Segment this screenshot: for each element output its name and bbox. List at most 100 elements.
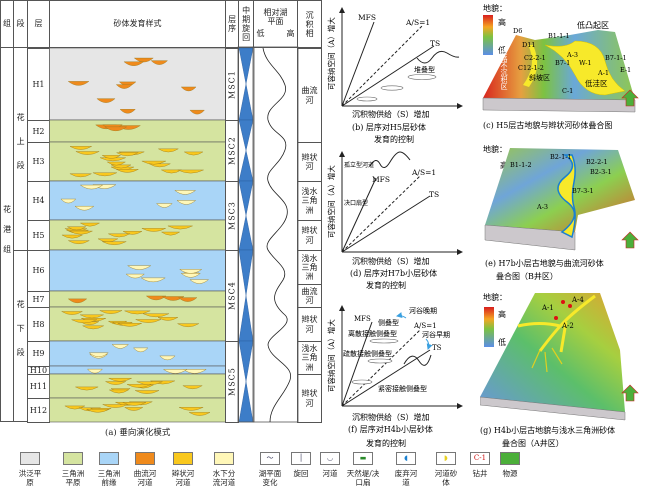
cycle-triangle-icon — [238, 249, 254, 296]
sand-body-lens — [127, 265, 152, 270]
sand-body-lens — [141, 228, 166, 232]
legend-item: 物源 — [490, 452, 530, 478]
sand-body-lens — [115, 152, 139, 157]
high-label: 高 — [498, 17, 506, 27]
discrete-contact-label: 离散接触侧叠型 — [348, 329, 397, 338]
sand-body-lens — [115, 169, 140, 173]
legend-label: 物源 — [502, 469, 518, 478]
ts-label: TS — [429, 190, 439, 199]
facies-cell: 浅水三角洲 — [297, 181, 322, 221]
sand-body-lens — [99, 310, 123, 314]
sand-body-lens — [101, 155, 122, 159]
caption-g-2: 叠合图（A井区） — [502, 438, 564, 448]
sand-body-lens — [145, 295, 167, 301]
sand-body-lens — [142, 313, 170, 318]
zone-label: 低洼区 — [585, 78, 608, 88]
sand-body-lens — [167, 225, 193, 230]
legend-swatch — [135, 452, 155, 465]
sand-body-lens — [66, 226, 87, 231]
legend-swatch — [214, 452, 234, 465]
sand-body-lens — [96, 98, 116, 103]
well-label: C2-2-1 — [524, 54, 546, 62]
x-axis-label: 沉积物供给（S）增加 — [352, 412, 429, 422]
sand-body-lens — [189, 279, 210, 284]
zone-label: 低凸起区 — [577, 20, 609, 30]
well-label: A-2 — [561, 322, 574, 330]
sand-body-lens — [180, 273, 201, 278]
paleo-geomorphology-maps: 地貌： 高 低 D6 B1-1-1 低凸起区 D11 C2-2-1 C12-1-… — [480, 3, 639, 448]
legend-label: 辫状河河道 — [171, 469, 195, 487]
legend-label: 水下分流河道 — [212, 469, 236, 487]
facies-cell: 辫状河 — [297, 220, 322, 251]
zone-label: 斜坡区 — [529, 73, 550, 82]
source-arrow-icon — [621, 231, 639, 249]
sequence-MSC4: MSC4 — [225, 250, 239, 342]
sand-body-lens — [160, 231, 181, 236]
legend-label: 天然堤/决口扇 — [346, 469, 380, 487]
legend-swatch — [20, 452, 40, 465]
cycle-triangle-icon — [238, 381, 254, 423]
sand-body-lens — [133, 347, 149, 353]
sequence-control-diagrams: 可容纳空间（A）增大 沉积物供给（S）增加 MFS A/S=1 TS 堆叠型 (… — [326, 7, 463, 448]
cycle-triangle-icon — [238, 215, 254, 251]
source-arrow-icon — [621, 384, 639, 402]
sand-body-lens — [68, 230, 94, 235]
legend-item: ◖ 废弃河道 — [386, 452, 426, 487]
sequence-MSC2: MSC2 — [225, 120, 239, 182]
as1-label: A/S=1 — [405, 18, 430, 27]
legend-item: ▬ 天然堤/决口扇 — [343, 452, 383, 487]
low-label: 低 — [498, 45, 506, 55]
caption-f-1: (f) 层序对H4b小层砂体 — [348, 424, 433, 434]
meander-sand-body — [557, 154, 576, 239]
sand-body-lens — [71, 319, 97, 324]
legend-swatch: ◖ — [396, 452, 416, 465]
legend-item: 三角洲平原 — [53, 452, 93, 487]
sand-body-lens — [69, 146, 93, 150]
lake-level-low: 低 — [256, 29, 265, 39]
well-label: B1-1-2 — [510, 161, 532, 169]
well-label: C12-1-2 — [518, 64, 544, 72]
legend-label: 旋回 — [293, 469, 309, 478]
legend-swatch: │ — [291, 452, 311, 465]
sand-body-lens — [157, 317, 179, 321]
well-label: A-3 — [566, 51, 578, 59]
crevasse-label: 决口扇型 — [344, 199, 368, 207]
caption-e-2: 叠合图（B井区） — [496, 271, 558, 281]
well-label: B2-2-1 — [586, 158, 608, 166]
caption-c: (c) H5层古地貌与辫状河砂体叠合图 — [483, 120, 612, 130]
sand-body-lens — [133, 57, 154, 63]
legend-item: C-1 钻井 — [460, 452, 500, 478]
lake-level-high: 高 — [286, 29, 295, 39]
legend-swatch — [63, 452, 83, 465]
caption-a: (a) 垂向演化模式 — [105, 428, 171, 438]
sand-body-lens — [107, 233, 131, 238]
legend-swatch — [500, 452, 520, 465]
sand-body-lens — [119, 109, 136, 114]
x-axis-label: 沉积物供给（S）增加 — [352, 109, 429, 119]
sand-body-lens — [67, 240, 90, 245]
legend-item: ◡ 河道 — [310, 452, 350, 478]
sand-body-lens — [178, 407, 204, 411]
legend-swatch: ◗ — [436, 452, 456, 465]
well-label: C-1 — [562, 87, 573, 95]
as1-label: A/S=1 — [411, 168, 436, 177]
sand-body-lens — [74, 206, 95, 211]
sand-body-chart — [49, 46, 299, 423]
cycle-triangle-icon — [238, 119, 254, 151]
cycle-triangle-icon — [238, 295, 254, 342]
legend-item: 洪泛平原 — [10, 452, 50, 487]
sand-body-lens — [117, 323, 142, 327]
cycle-triangle-icon — [238, 47, 254, 85]
well-label: B7-1-1 — [605, 54, 627, 62]
sand-body-lens — [67, 298, 88, 304]
legend-item: 三角洲前缘 — [89, 452, 129, 487]
panel-a-vertical-model: 组 段 层 砂体发育样式 层序 中期旋回 相对湖平面 低高 沉积相 花港组 花上… — [0, 0, 322, 440]
late-valley-label: 河谷晚期 — [409, 306, 437, 315]
facies-cell: 曲流河 — [297, 48, 322, 143]
ts-label: TS — [432, 344, 442, 352]
well-label: A-1 — [541, 304, 554, 312]
zone-label: 过路不沉积区 — [500, 47, 508, 90]
y-axis-label: 可容纳空间（A）增大 — [326, 319, 336, 392]
sand-body-lens — [127, 384, 152, 388]
sand-body-lens — [188, 412, 211, 416]
